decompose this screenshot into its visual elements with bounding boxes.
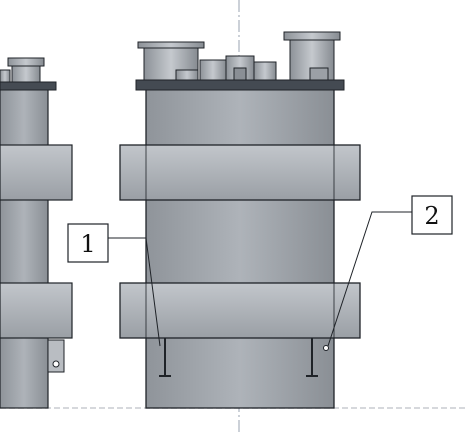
callout-1-box	[67, 223, 109, 263]
main-vessel-nozzle-center	[233, 67, 247, 81]
main-vessel-band-lower	[119, 282, 361, 339]
main-vessel-band-upper	[119, 144, 361, 201]
callout-2-label: 2	[424, 202, 439, 230]
main-vessel-nozzle-left	[137, 41, 205, 49]
left-vessel-band	[0, 144, 73, 201]
left-vessel-nozzle	[0, 69, 11, 83]
left-vessel	[0, 57, 73, 409]
main-vessel-nozzle-center	[253, 61, 277, 81]
left-vessel-nozzle	[7, 57, 45, 67]
left-vessel-band	[0, 282, 73, 339]
callout-1-label: 1	[80, 230, 95, 258]
left-vessel-nozzle	[11, 65, 41, 83]
callout-2-box	[411, 195, 453, 235]
callout-1: 1	[67, 223, 161, 347]
main-vessel-nozzle-right	[283, 31, 341, 41]
main-vessel	[119, 31, 361, 409]
left-vessel-top-plate	[0, 81, 57, 91]
main-vessel-nozzle-center	[175, 69, 199, 81]
left-vessel-lug-hole	[52, 360, 60, 368]
main-vessel-top-plate	[135, 79, 345, 91]
main-vessel-shell	[145, 87, 335, 409]
support-rod-marker	[323, 345, 329, 351]
main-vessel-nozzle-right	[309, 67, 329, 81]
main-vessel-nozzle-center	[199, 59, 227, 81]
left-vessel-body	[0, 87, 49, 409]
callout-1-leader	[108, 237, 161, 347]
callout-2-leader	[327, 211, 412, 347]
left-vessel-lug	[47, 339, 65, 373]
callout-2: 2	[327, 195, 453, 347]
